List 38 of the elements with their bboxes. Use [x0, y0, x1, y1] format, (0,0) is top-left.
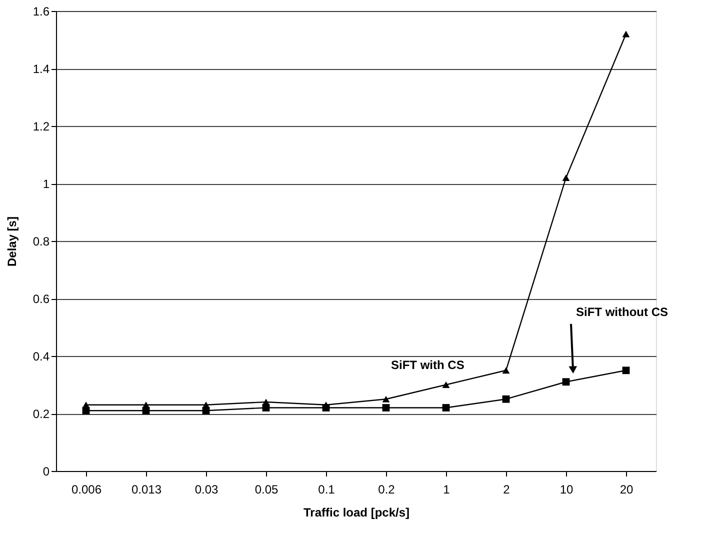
- series-label: SiFT with CS: [391, 358, 464, 372]
- point: [562, 378, 570, 386]
- x-tick-label: 0.1: [318, 482, 336, 496]
- y-tick-label: 1.6: [32, 4, 50, 18]
- point: [142, 406, 150, 414]
- y-tick-label: 0.2: [32, 407, 50, 421]
- point: [622, 30, 630, 38]
- point: [382, 404, 390, 412]
- point: [502, 367, 510, 374]
- y-tick-label: 1.4: [32, 62, 50, 76]
- y-tick-label: 0.8: [32, 234, 50, 248]
- point: [502, 395, 510, 403]
- x-tick-label: 20: [620, 482, 634, 496]
- x-tick-label: 0.05: [254, 482, 278, 496]
- y-tick-label: 1: [42, 177, 50, 191]
- point: [82, 406, 90, 414]
- y-axis-title: Delay [s]: [4, 216, 19, 267]
- point: [202, 406, 210, 414]
- y-tick-label: 0: [42, 464, 50, 478]
- point: [622, 366, 630, 374]
- x-tick-label: 0.006: [71, 482, 102, 496]
- x-tick-label: 2: [503, 482, 510, 496]
- text: SiFT without CS: [576, 304, 668, 319]
- point: [442, 382, 450, 388]
- x-tick-label: 0.2: [378, 482, 396, 496]
- point: [562, 174, 570, 181]
- y-tick-label: 0.4: [32, 350, 50, 364]
- y-tick-label: 1.2: [32, 120, 50, 134]
- point: [382, 396, 390, 402]
- x-tick-label: 0.013: [131, 482, 162, 496]
- x-tick-label: 10: [560, 482, 574, 496]
- x-tick-label: 1: [443, 482, 450, 496]
- x-tick-label: 0.03: [194, 482, 218, 496]
- point: [442, 404, 450, 412]
- point: [262, 404, 270, 412]
- y-tick-label: 0.6: [32, 292, 50, 306]
- x-axis-title: Traffic load [pck/s]: [303, 506, 410, 520]
- point: [322, 404, 330, 412]
